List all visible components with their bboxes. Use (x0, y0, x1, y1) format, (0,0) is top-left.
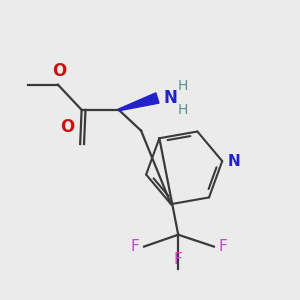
Text: F: F (218, 239, 227, 254)
Text: N: N (228, 154, 240, 169)
Text: N: N (164, 89, 178, 107)
Text: H: H (177, 103, 188, 117)
Text: O: O (52, 62, 67, 80)
Polygon shape (118, 93, 159, 111)
Text: F: F (174, 252, 183, 267)
Text: O: O (61, 118, 75, 136)
Text: F: F (131, 239, 140, 254)
Text: H: H (177, 79, 188, 93)
